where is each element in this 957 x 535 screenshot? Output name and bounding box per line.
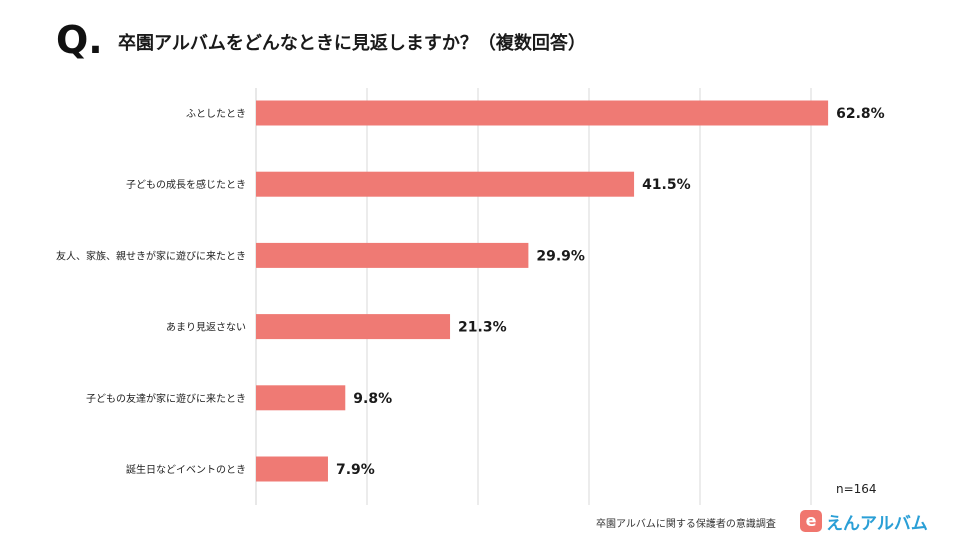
category-label: ふとしたとき — [186, 108, 246, 120]
category-label: 誕生日などイベントのとき — [126, 463, 246, 476]
value-label: 7.9% — [336, 462, 375, 478]
value-label: 9.8% — [353, 391, 392, 407]
value-label: 41.5% — [642, 177, 691, 193]
sample-size-label: n=164 — [836, 482, 877, 496]
value-label: 62.8% — [836, 106, 885, 122]
bar — [256, 242, 529, 268]
value-label: 21.3% — [458, 320, 507, 336]
survey-source-label: 卒園アルバムに関する保護者の意識調査 — [596, 519, 776, 530]
bar — [256, 100, 829, 126]
value-label: 29.9% — [536, 248, 585, 264]
brand-logo: e えんアルバム — [800, 508, 928, 534]
question-mark-label: Q. — [56, 18, 103, 62]
category-label: 子どもの成長を感じたとき — [126, 178, 246, 191]
category-label: 子どもの友達が家に遊びに来たとき — [86, 392, 246, 405]
bar — [256, 314, 451, 340]
brand-name: えんアルバム — [826, 513, 928, 534]
bar — [256, 456, 328, 482]
category-label: 友人、家族、親せきが家に遊びに来たとき — [56, 249, 246, 262]
brand-e-icon: e — [800, 510, 822, 532]
bar — [256, 385, 346, 411]
bar — [256, 171, 635, 197]
chart-title: 卒園アルバムをどんなときに見返しますか？（複数回答） — [118, 33, 586, 54]
category-label: あまり見返さない — [166, 322, 246, 334]
